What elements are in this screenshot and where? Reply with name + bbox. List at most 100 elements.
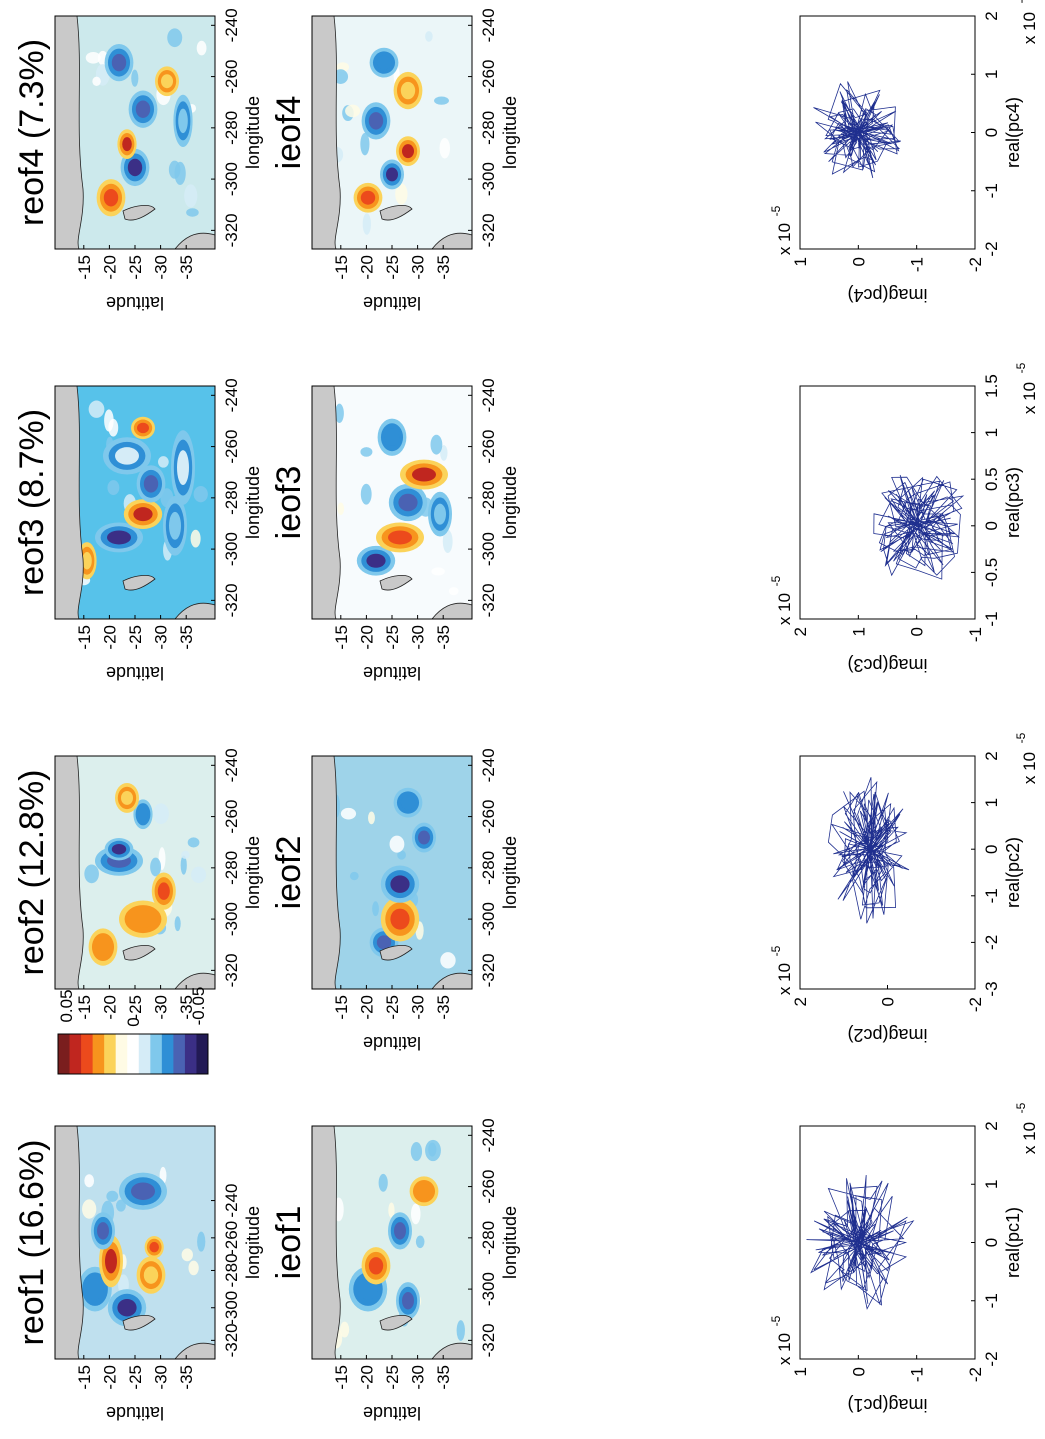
lon-tick-label: -280 [222,851,241,885]
lat-tick-label: -25 [126,625,145,650]
pc-x-exponent-power: -5 [1014,732,1028,743]
pc-y-exponent: x 10 [775,1333,794,1365]
anomaly-patch [84,864,99,884]
lat-tick-label: -35 [434,995,453,1020]
anomaly-patch [428,1142,437,1157]
pc-x-tick-label: 2 [982,1121,1001,1130]
lon-tick-label: -260 [222,800,241,834]
lat-tick-label: -25 [383,1365,402,1390]
pc-frame [799,1125,976,1360]
anomaly-patch [415,1235,425,1249]
lat-tick-label: -30 [409,1365,428,1390]
pc-x-exponent-power: -5 [1014,362,1028,373]
lon-tick-label: -260 [479,1170,498,1204]
anomaly-core [157,882,170,900]
lon-tick-label: -260 [479,800,498,834]
map-ylabel: latitude [363,663,421,683]
anomaly-core [360,190,376,205]
anomaly-patch [360,132,370,156]
pc-y-exponent: x 10 [775,223,794,255]
anomaly-core [434,503,446,525]
anomaly-patch [389,835,405,853]
lat-tick-label: -30 [152,1365,171,1390]
anomaly-core [86,1278,104,1300]
pc-x-tick-label: 1 [982,70,1001,79]
lat-tick-label: -20 [357,995,376,1020]
map-xlabel: longitude [243,836,263,909]
anomaly-patch [197,1231,206,1252]
lon-tick-label: -280 [479,111,498,145]
colorbar-swatch [161,1034,174,1074]
map-panel-ieof1: -15 -20 -25 -30 -35 -320 -300 -280 -260 -240 longi… [270,1118,520,1423]
lon-tick-label: -280 [479,851,498,885]
anomaly-core [143,1266,159,1284]
lat-tick-label: -30 [152,995,171,1020]
map-xlabel: longitude [500,1206,520,1279]
lon-tick-label: -240 [479,8,498,42]
anomaly-patch [439,138,451,159]
landmass-madagascar [379,205,413,221]
pc-x-tick-label: 1 [982,798,1001,807]
pc-panel-3: -1 -0.5 0 0.5 1 1.5 2 1 0 -1 real(pc3) imag(pc3) x 1… [769,362,1039,675]
anomaly-patch [180,855,187,875]
colorbar-swatch [115,1034,128,1074]
anomaly-patch [174,916,181,932]
map-xlabel: longitude [500,836,520,909]
anomaly-patch [190,529,201,548]
anomaly-core [366,553,386,568]
pc-y-tick-label: 0 [849,257,868,266]
map-ocean-ieof4 [312,16,472,249]
anomaly-patch [158,456,169,468]
lon-tick-label: -300 [222,1291,241,1325]
landmass-madagascar [122,575,156,591]
anomaly-patch [167,28,183,48]
lon-tick-label: -280 [479,1221,498,1255]
lon-tick-label: -280 [479,481,498,515]
lon-tick-label: -320 [479,953,498,987]
map-panel-ieof3: -15 -20 -25 -30 -35 -320 -300 -280 -260 -240 longi… [270,378,520,683]
lat-tick-label: -20 [100,255,119,280]
anomaly-core [368,112,384,130]
pc-y-tick-label: 1 [791,257,810,266]
pc-panel-1: -2 -1 0 1 2 1 0 -1 -2 real(pc1) imag(pc1) x 10 -5 x 1… [769,1102,1039,1415]
anomaly-core [149,1241,159,1253]
anomaly-patch [430,434,443,455]
map-title-ieof1: ieof1 [270,1206,308,1280]
lon-tick-label: -320 [479,583,498,617]
lon-tick-label: -240 [479,748,498,782]
anomaly-core [376,935,392,950]
pc-x-tick-label: 0.5 [982,467,1001,491]
lon-tick-label: -300 [479,902,498,936]
map-xlabel: longitude [243,96,263,169]
lon-tick-label: -300 [222,902,241,936]
anomaly-patch [378,1173,388,1192]
lon-tick-label: -320 [222,583,241,617]
anomaly-patch [181,1248,193,1262]
pc-y-tick-label: 0 [879,997,898,1006]
lon-tick-label: -240 [222,748,241,782]
anomaly-patch [186,208,199,217]
map-panel-reof2: -15 -20 -25 -30 -35 -320 -300 -280 -260 -240 longi… [13,748,263,1053]
anomaly-core [400,795,416,810]
anomaly-patch [410,1142,423,1162]
lat-tick-label: -15 [332,1365,351,1390]
pc-panel-4: -2 -1 0 1 2 1 0 -1 -2 real(pc4) imag(pc4) x 10 -5 x 1… [769,0,1039,305]
pc-x-tick-label: 0 [982,844,1001,853]
anomaly-core [135,100,151,118]
pc-trajectory-line [873,474,965,580]
lat-tick-label: -20 [357,625,376,650]
anomaly-core [390,875,410,893]
pc-y-exponent-power: -5 [769,1315,783,1326]
pc-y-exponent: x 10 [775,963,794,995]
landmass-africa [54,15,84,250]
lat-tick-label: -30 [152,255,171,280]
colorbar-swatch [58,1034,71,1074]
map-panel-ieof4: -15 -20 -25 -30 -35 -320 -300 -280 -260 -240 longi… [270,8,520,313]
pc-frame [799,385,976,620]
anomaly-patch [349,871,359,881]
lon-tick-label: -320 [222,1323,241,1357]
pc-x-tick-label: -2 [982,1351,1001,1366]
colorbar-swatch [184,1034,197,1074]
lat-tick-label: -15 [75,255,94,280]
anomaly-patch [434,96,449,105]
